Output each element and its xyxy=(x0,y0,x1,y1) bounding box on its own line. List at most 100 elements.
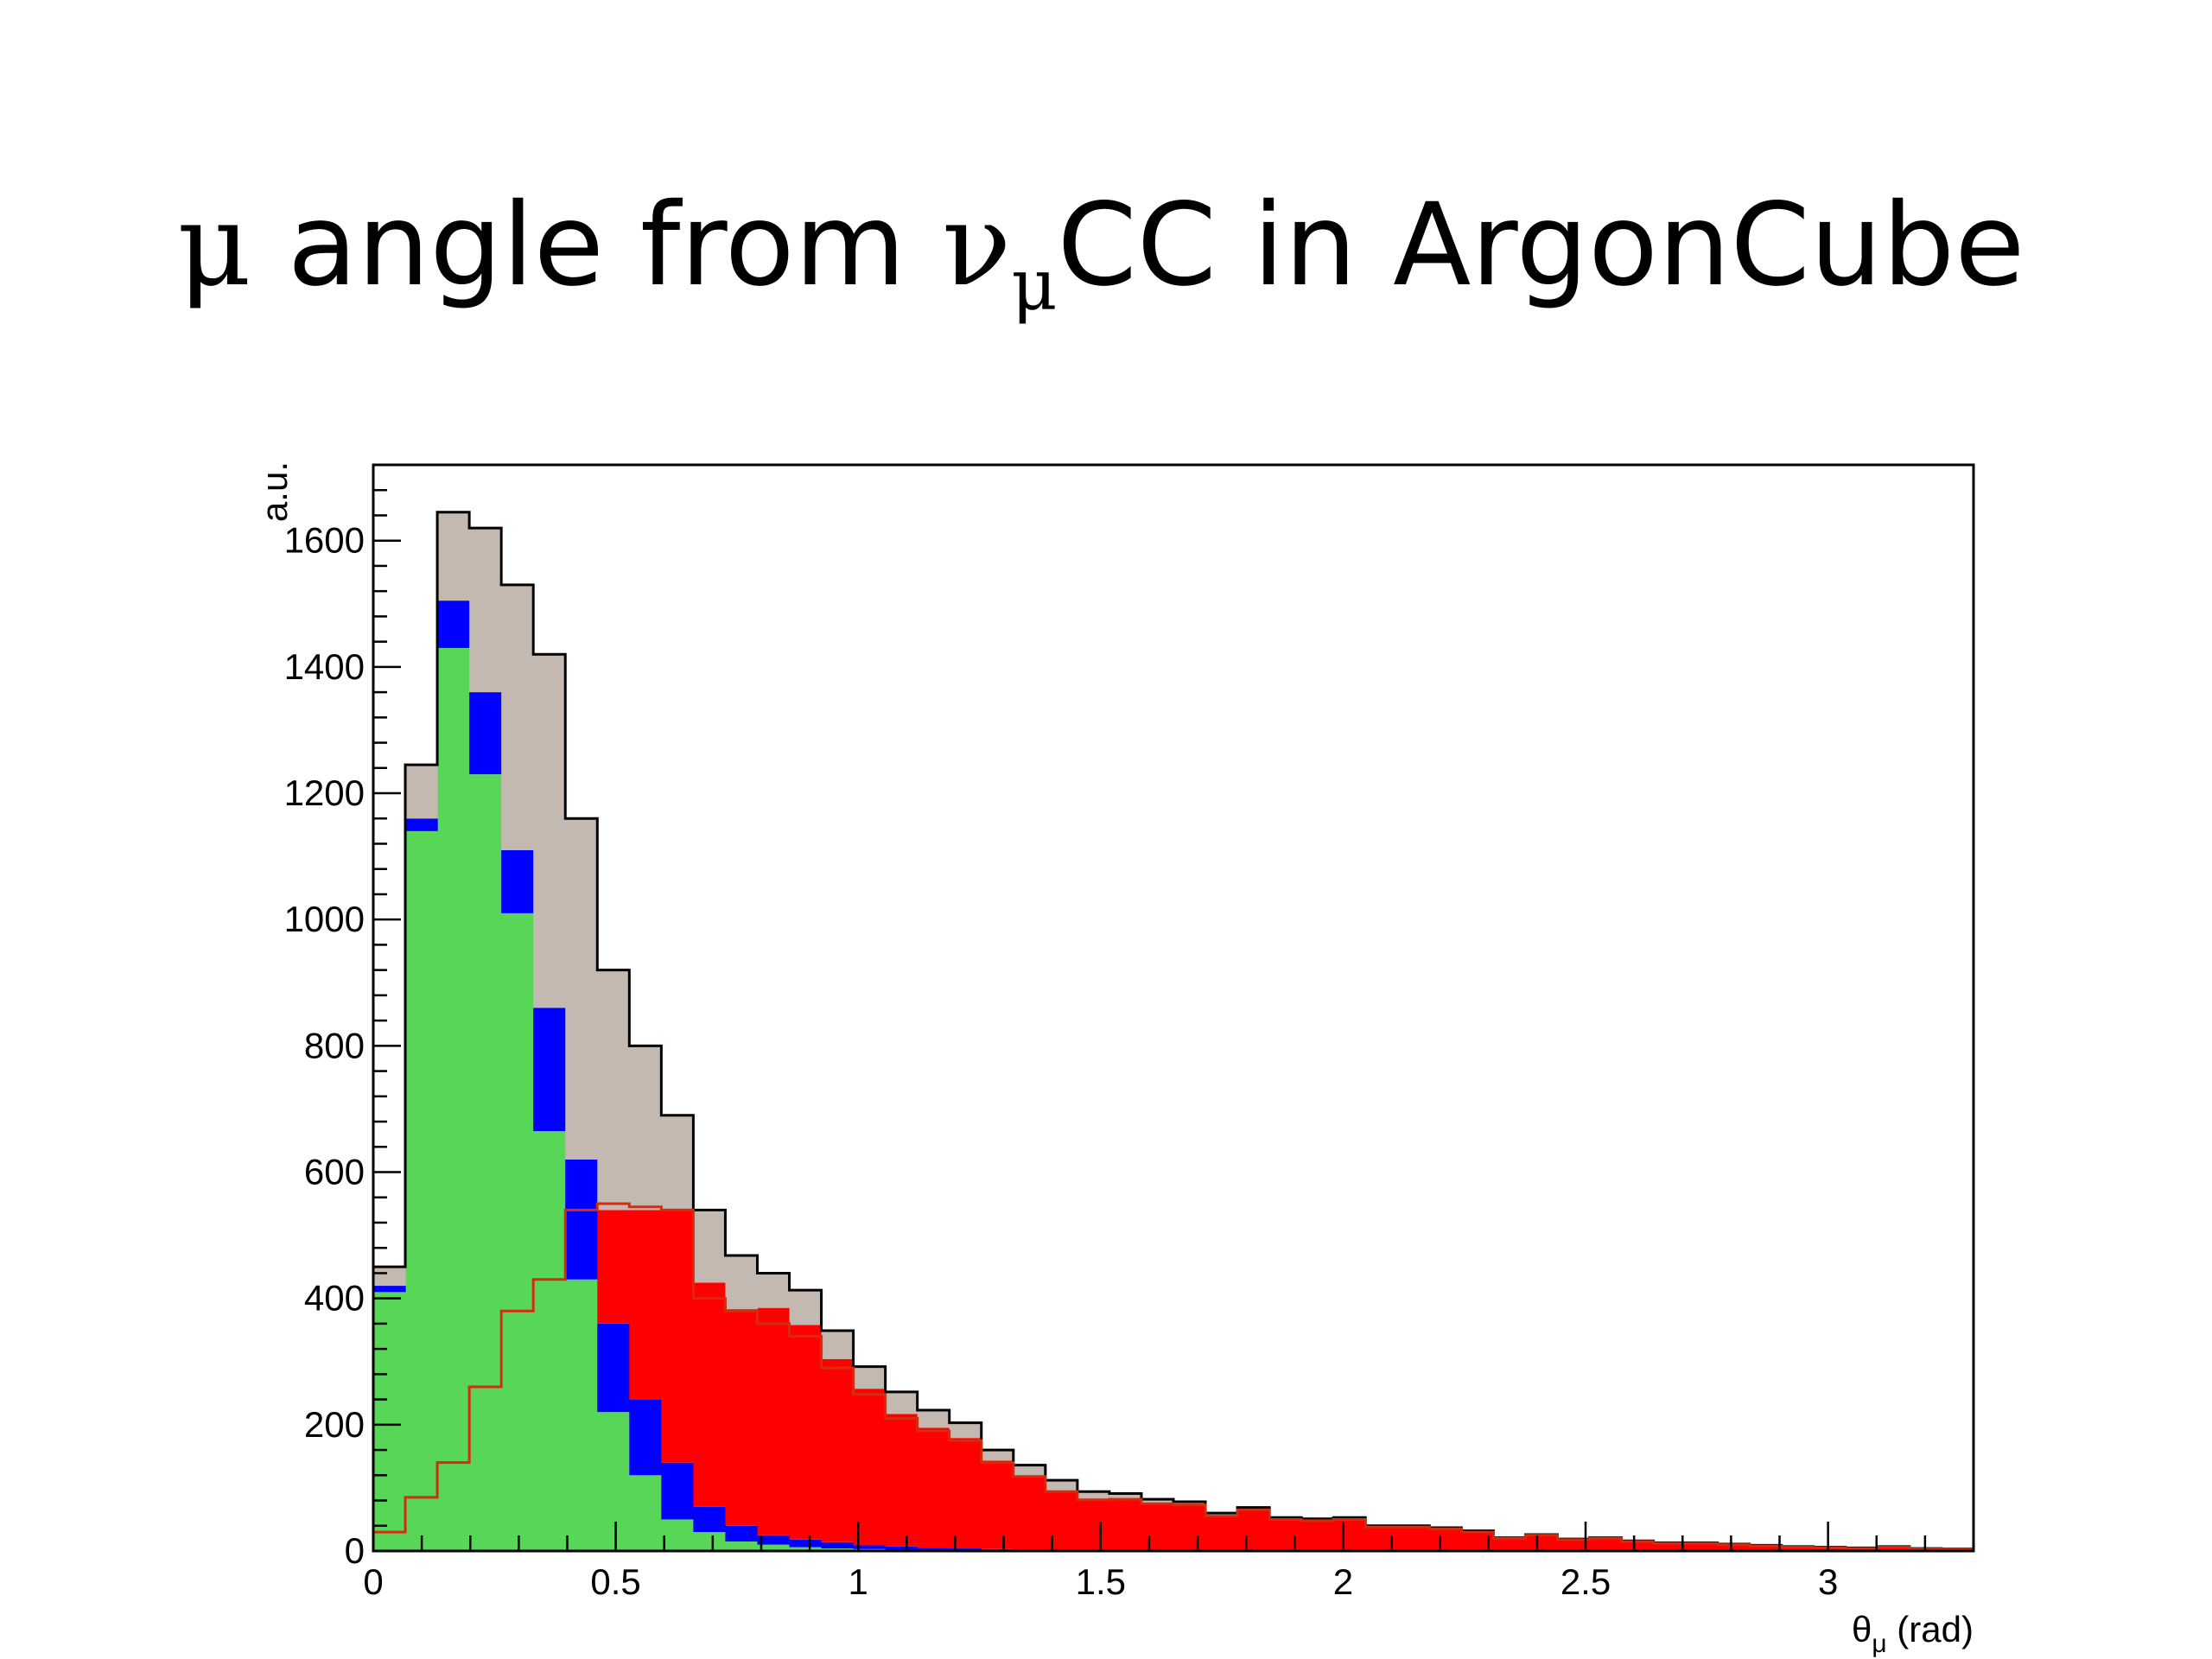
histogram-bar-series1-bin8 xyxy=(629,1399,662,1476)
histogram-bar-series1-bin4 xyxy=(501,849,534,913)
histogram-bar-series2-bin11 xyxy=(725,1309,759,1526)
x-tick-label: 0 xyxy=(363,1561,383,1602)
histogram-bar-series2-bin34 xyxy=(1461,1532,1494,1551)
histogram-bar-series2-bin35 xyxy=(1493,1538,1527,1551)
histogram-bar-series2-bin41 xyxy=(1685,1543,1719,1551)
histogram-bar-series2-bin23 xyxy=(1109,1498,1142,1551)
y-tick-label: 1000 xyxy=(284,899,365,939)
histogram-bar-series0-bin4 xyxy=(501,912,534,1551)
histogram-bar-series2-bin43 xyxy=(1749,1546,1783,1551)
histogram-bar-series2-bin15 xyxy=(853,1389,887,1546)
histogram-bar-series0-bin2 xyxy=(437,647,470,1551)
y-axis-title: a.u. xyxy=(254,461,295,522)
histogram-bar-series0-bin8 xyxy=(629,1475,662,1551)
x-tick-label: 3 xyxy=(1818,1561,1838,1602)
histogram-bar-series1-bin11 xyxy=(725,1525,759,1542)
histogram-bar-series2-bin12 xyxy=(757,1307,791,1535)
y-tick-label: 200 xyxy=(304,1404,365,1445)
histogram-bar-series1-bin6 xyxy=(565,1159,598,1280)
histogram-bar-series0-bin9 xyxy=(661,1519,694,1551)
title-nu: ν xyxy=(942,179,1012,312)
histogram-bar-series3-bin12 xyxy=(757,1273,791,1308)
histogram-bar-series2-bin37 xyxy=(1557,1539,1591,1551)
histogram-bar-series2-bin13 xyxy=(789,1325,823,1540)
title-nu-sub: μ xyxy=(1011,244,1058,327)
x-tick-label: 2 xyxy=(1333,1561,1353,1602)
histogram-bar-series1-bin7 xyxy=(597,1323,630,1413)
histogram-bar-series2-bin10 xyxy=(693,1282,727,1507)
histogram-bar-series3-bin7 xyxy=(597,969,630,1211)
histogram-bar-series2-bin31 xyxy=(1365,1527,1398,1551)
histogram-bar-series0-bin1 xyxy=(405,830,438,1551)
histogram-bar-series3-bin13 xyxy=(789,1290,823,1325)
histogram-bar-series3-bin25 xyxy=(1173,1501,1206,1505)
y-tick-label: 0 xyxy=(345,1530,365,1571)
histogram-bar-series2-bin17 xyxy=(917,1427,950,1548)
y-tick-label: 400 xyxy=(304,1278,365,1319)
histogram-bar-series0-bin6 xyxy=(565,1279,598,1551)
step-line-0 xyxy=(372,1202,1974,1552)
histogram-bar-series1-bin14 xyxy=(821,1541,855,1549)
histogram-bar-series2-bin40 xyxy=(1653,1543,1687,1551)
histogram-bar-series3-bin11 xyxy=(725,1255,759,1310)
title-main: angle from xyxy=(251,179,943,312)
histogram-bar-series1-bin2 xyxy=(437,601,470,648)
histogram-bar-series3-bin19 xyxy=(981,1450,1014,1461)
histogram-bar-series0-bin0 xyxy=(373,1292,406,1551)
y-tick-label: 1600 xyxy=(284,520,365,561)
histogram-bar-series3-bin0 xyxy=(373,1267,406,1287)
histogram-bar-series1-bin17 xyxy=(917,1548,950,1551)
y-tick-label: 1400 xyxy=(284,646,365,687)
histogram-lines xyxy=(372,511,1975,1552)
histogram-bar-series0-bin11 xyxy=(725,1541,759,1551)
histogram-bar-series2-bin44 xyxy=(1781,1547,1815,1551)
histogram-bar-series1-bin9 xyxy=(661,1462,694,1520)
x-axis-title: θμ (rad) xyxy=(1852,1609,1974,1658)
axes: 0 200 400 600 800 1000 1200 1400 1600 0 0.5 1 1.5 2 2.… xyxy=(284,463,1975,1602)
histogram-bar-series0-bin13 xyxy=(789,1547,823,1551)
histogram-bar-series2-bin47 xyxy=(1877,1547,1910,1551)
histogram-bar-series3-bin24 xyxy=(1141,1499,1174,1503)
histogram-bar-series1-bin13 xyxy=(789,1539,823,1548)
slide-title: μ angle from νμCC in ArgonCube xyxy=(177,177,2024,328)
y-tick-label: 800 xyxy=(304,1025,365,1065)
histogram-bar-series2-bin33 xyxy=(1429,1529,1462,1551)
histogram-bar-series2-bin38 xyxy=(1589,1538,1623,1551)
histogram-bar-series3-bin18 xyxy=(949,1422,982,1439)
histogram-bar-series0-bin10 xyxy=(693,1532,727,1551)
histogram-bar-series1-bin5 xyxy=(533,1007,566,1132)
histogram-bar-series2-bin27 xyxy=(1237,1510,1270,1551)
histogram-bar-series0-bin7 xyxy=(597,1412,630,1551)
histogram-bar-series1-bin1 xyxy=(405,818,438,831)
histogram-bars xyxy=(373,512,1974,1551)
histogram-bar-series2-bin18 xyxy=(949,1438,982,1549)
histogram-bar-series2-bin19 xyxy=(981,1460,1014,1549)
histogram-bar-series3-bin2 xyxy=(437,512,470,601)
histogram-bar-series1-bin12 xyxy=(757,1535,791,1545)
histogram-bar-series3-bin16 xyxy=(885,1391,918,1414)
histogram-bar-series2-bin16 xyxy=(885,1414,918,1547)
histogram-bar-series0-bin12 xyxy=(757,1544,791,1551)
histogram-bar-series2-bin25 xyxy=(1173,1504,1206,1551)
histogram-bar-series0-bin5 xyxy=(533,1131,566,1551)
histogram-bar-series3-bin1 xyxy=(405,765,438,819)
x-tick-label: 0.5 xyxy=(590,1561,640,1602)
histogram-bar-series3-bin8 xyxy=(629,1046,662,1211)
histogram-bar-series2-bin9 xyxy=(661,1210,694,1463)
histogram-bar-series2-bin45 xyxy=(1813,1548,1847,1551)
histogram-bar-series3-bin20 xyxy=(1013,1465,1046,1476)
histogram-bar-series1-bin3 xyxy=(469,692,502,775)
histogram-bar-series2-bin42 xyxy=(1717,1544,1751,1551)
histogram-bar-series3-bin4 xyxy=(501,584,534,850)
histogram-bar-series3-bin26 xyxy=(1205,1513,1238,1516)
histogram-bar-series3-bin10 xyxy=(693,1210,727,1283)
x-tick-label: 2.5 xyxy=(1560,1561,1611,1602)
histogram-bar-series2-bin28 xyxy=(1269,1519,1302,1551)
title-end: CC in ArgonCube xyxy=(1057,179,2025,312)
histogram-bar-series2-bin21 xyxy=(1045,1490,1078,1550)
histogram-bar-series2-bin32 xyxy=(1397,1527,1430,1551)
histogram-bar-series3-bin14 xyxy=(821,1330,855,1359)
histogram-bar-series2-bin14 xyxy=(821,1358,855,1542)
histogram-bar-series2-bin20 xyxy=(1013,1475,1046,1550)
histogram-bar-series1-bin10 xyxy=(693,1506,727,1533)
